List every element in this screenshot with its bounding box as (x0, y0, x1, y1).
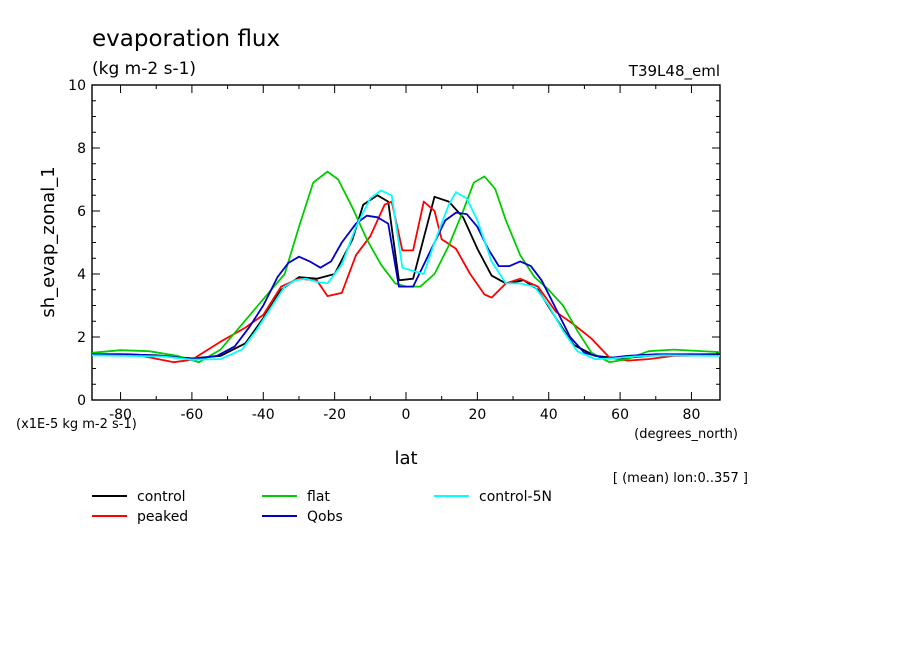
run-label: T39L48_eml (628, 62, 720, 81)
y-scale-note: (x1E-5 kg m-2 s-1) (16, 417, 137, 432)
y-tick-label: 10 (68, 78, 86, 94)
y-tick-label: 2 (77, 330, 86, 346)
y-tick-label: 0 (77, 393, 86, 409)
x-tick-label: 40 (540, 407, 558, 423)
y-tick-label: 6 (77, 204, 86, 220)
mean-note: [ (mean) lon:0..357 ] (613, 471, 748, 486)
x-axis-ticks: -80 -60 -40 -20 0 20 40 60 80 (109, 85, 700, 423)
legend-label: control (137, 489, 186, 505)
legend: control peaked flat Qobs control-5N (92, 489, 552, 525)
y-tick-label: 4 (77, 267, 86, 283)
x-axis-label: lat (394, 448, 417, 469)
x-tick-label: -80 (109, 407, 132, 423)
plot-frame (91, 84, 721, 401)
x-tick-label: -60 (180, 407, 203, 423)
y-tick-label: 8 (77, 141, 86, 157)
series-line-peaked (91, 200, 721, 364)
legend-label: peaked (137, 509, 188, 525)
series-lines (91, 170, 721, 364)
x-tick-label: 0 (402, 407, 411, 423)
legend-label: control-5N (479, 489, 552, 505)
series-line-flat (91, 170, 721, 364)
series-line-Qobs (92, 211, 721, 361)
chart-units: (kg m-2 s-1) (92, 59, 196, 79)
y-axis-ticks: 0 2 4 6 8 10 (68, 78, 720, 409)
x-tick-label: 20 (468, 407, 486, 423)
x-tick-label: -40 (252, 407, 275, 423)
y-axis-label: sh_evap_zonal_1 (38, 166, 59, 317)
series-line-control (92, 194, 720, 360)
plot-area (91, 84, 721, 401)
x-tick-label: 80 (683, 407, 701, 423)
chart-title: evaporation flux (92, 26, 280, 52)
x-tick-label: -20 (323, 407, 346, 423)
legend-label: flat (307, 489, 330, 505)
legend-label: Qobs (307, 509, 343, 525)
x-tick-label: 60 (611, 407, 629, 423)
x-units: (degrees_north) (634, 427, 738, 442)
series-line-control-5N (91, 189, 721, 361)
